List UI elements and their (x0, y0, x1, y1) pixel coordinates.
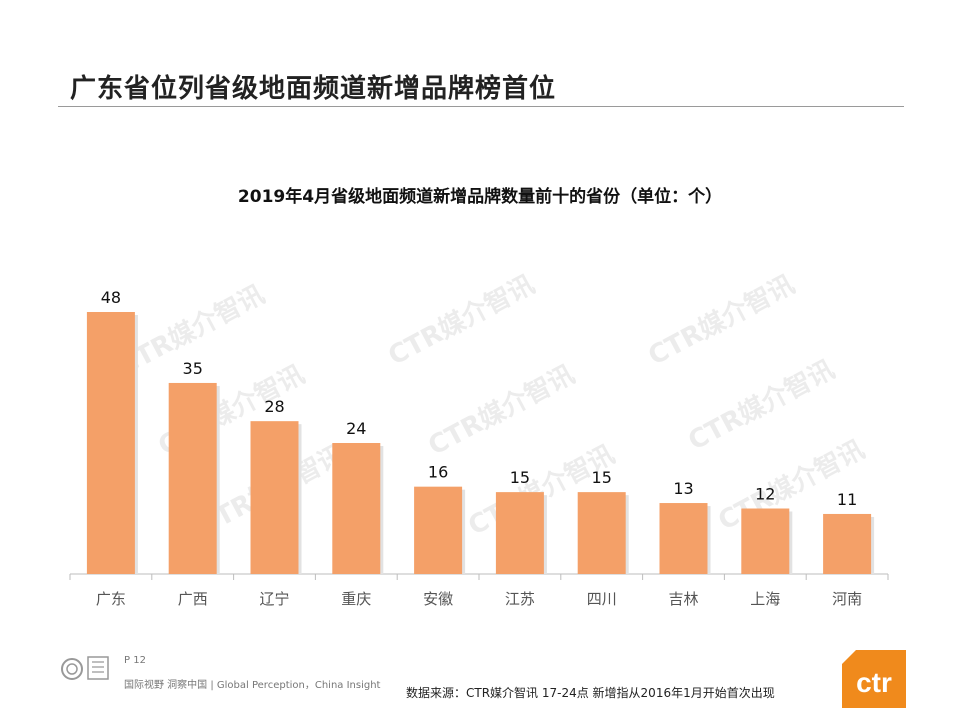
data-label: 11 (837, 490, 857, 509)
x-tick-label: 辽宁 (259, 590, 289, 608)
x-tick-label: 上海 (750, 590, 780, 608)
bar-河南 (823, 513, 872, 574)
data-label: 48 (101, 288, 121, 307)
x-tick-label: 吉林 (668, 590, 698, 608)
x-tick-label: 安徽 (423, 590, 453, 608)
data-label: 12 (755, 485, 775, 504)
bar-重庆 (332, 443, 381, 574)
title-divider (58, 106, 904, 107)
data-label: 35 (183, 359, 203, 378)
x-tick-label: 四川 (587, 590, 617, 608)
bar-广西 (168, 382, 217, 574)
bar-广东 (86, 312, 135, 574)
chart-title: 2019年4月省级地面频道新增品牌数量前十的省份（单位：个） (237, 187, 723, 207)
x-tick-label: 江苏 (505, 590, 535, 608)
brand-logo-text: ctr (856, 667, 892, 698)
page-title: 广东省位列省级地面频道新增品牌榜首位 (70, 74, 557, 104)
data-label: 16 (428, 463, 448, 482)
data-source-note: 数据来源：CTR媒介智讯 17-24点 新增指从2016年1月开始首次出现 (406, 686, 775, 700)
certification-logo (61, 656, 109, 680)
ctr-brand-logo: ctr (842, 650, 906, 708)
bar-吉林 (659, 503, 708, 574)
x-tick-label: 重庆 (341, 590, 371, 608)
x-tick-label: 广东 (96, 590, 126, 608)
page-number: P 12 (124, 655, 146, 666)
bar-江苏 (495, 492, 544, 574)
data-label: 13 (673, 479, 693, 498)
x-tick-label: 广西 (178, 590, 208, 608)
bar-安徽 (414, 486, 463, 574)
data-label: 15 (510, 468, 530, 487)
x-tick-label: 河南 (832, 590, 862, 608)
data-label: 15 (592, 468, 612, 487)
bar-辽宁 (250, 421, 299, 574)
data-label: 28 (264, 397, 284, 416)
data-label: 24 (346, 419, 366, 438)
bar-上海 (741, 508, 790, 574)
bar-四川 (577, 492, 626, 574)
footer-slogan: 国际视野 洞察中国 | Global Perception，China Insi… (124, 680, 381, 691)
